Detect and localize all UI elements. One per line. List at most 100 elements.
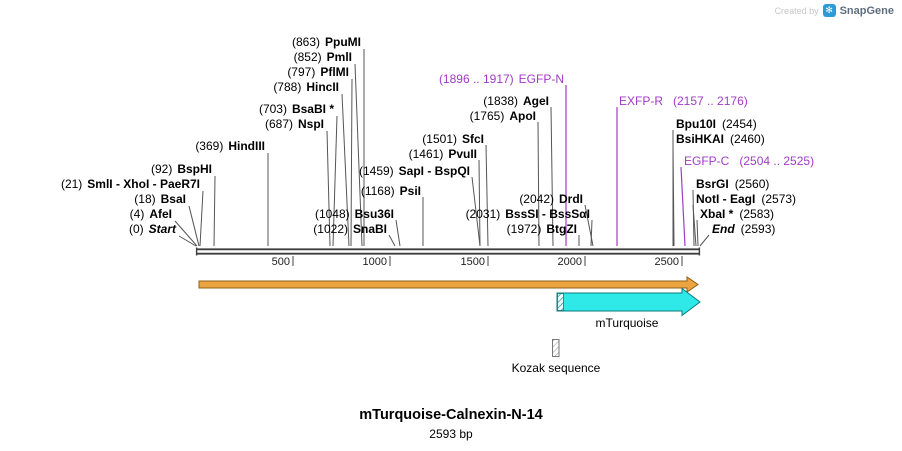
site-position: (21) [60, 177, 83, 191]
site-label-snabi: (1022) SnaBI [313, 222, 387, 236]
site-label-bsrgi: BsrGI (2560) [696, 177, 769, 191]
start-marker-label: (0) Start [129, 222, 176, 236]
enzyme-name: Bsu36I [354, 207, 394, 221]
enzyme-name: PvuII [448, 147, 477, 161]
site-position: (1972) [506, 222, 542, 236]
site-position: (852) [293, 50, 322, 64]
primer-label-egfp-c: EGFP-C (2504 .. 2525) [684, 154, 814, 168]
mturquoise-arrow [556, 287, 701, 317]
site-position: (687) [264, 117, 293, 131]
mturquoise-arrow-hatched-edge [557, 293, 564, 311]
site-label-pmli: (852) PmlI [294, 50, 352, 64]
marker-name: End [712, 222, 735, 236]
site-label-bsai: (18) BsaI [134, 192, 186, 206]
enzyme-name: ApoI [509, 109, 536, 123]
site-position: (1168) [360, 184, 395, 198]
enzyme-name: NspI [297, 117, 324, 131]
site-position: (0) [128, 222, 144, 236]
site-label-smli-xhoi-paer7i: (21) SmlI - XhoI - PaeR7I [61, 177, 200, 191]
site-label-xbai: XbaI * (2583) [700, 207, 774, 221]
site-position: (92) [150, 162, 173, 176]
site-label-sapi-bspqi: (1459) SapI - BspQI [359, 164, 470, 178]
watermark-created-by-text: Created by [774, 5, 819, 16]
enzyme-name: AgeI [522, 94, 549, 108]
ruler-ticks [292, 256, 683, 266]
site-label-ppumi: (863) PpuMI [292, 35, 361, 49]
site-label-bsabi: (703) BsaBI * [259, 102, 334, 116]
ruler-label-1500: 1500 [460, 256, 485, 268]
marker-name: Start [148, 222, 176, 236]
primer-range: (1896 .. 1917) [438, 72, 514, 86]
enzyme-name: BspHI [177, 162, 212, 176]
enzyme-name: NotI - EagI [696, 192, 756, 206]
site-label-btgzi: (1972) BtgZI [507, 222, 577, 236]
site-position: (2042) [519, 192, 554, 206]
site-position: (1459) [358, 164, 394, 178]
primer-range: (2504 .. 2525) [739, 154, 815, 168]
site-label-sfci: (1501) SfcI [422, 132, 484, 146]
site-position: (18) [134, 192, 156, 206]
site-label-drdi: (2042) DrdI [519, 192, 583, 206]
enzyme-name: PpuMI [325, 35, 361, 49]
enzyme-name: BssSI - BssSαI [505, 207, 590, 221]
site-label-hindiii: (369) HindIII [195, 139, 265, 153]
enzyme-name: AfeI [149, 207, 172, 221]
site-label-noti-eagi: NotI - EagI (2573) [696, 192, 796, 206]
snapgene-logo-icon: ✻ [822, 4, 836, 17]
enzyme-name: SnaBI [352, 222, 387, 236]
enzyme-name: Bpu10I [676, 117, 717, 131]
kozak-feature-label: Kozak sequence [511, 361, 601, 375]
site-label-nspi: (687) NspI [265, 117, 324, 131]
site-label-hincii: (788) HincII [273, 80, 339, 94]
site-position: (4) [129, 207, 145, 221]
site-label-pflmi: (797) PflMI [287, 65, 349, 79]
site-label-afei: (4) AfeI [130, 207, 172, 221]
site-label-agei: (1838) AgeI [483, 94, 549, 108]
enzyme-name: BsaBI * [291, 102, 334, 116]
orf-arrow [198, 276, 699, 293]
primer-range: (2157 .. 2176) [673, 94, 748, 108]
enzyme-name: SfcI [461, 132, 484, 146]
site-position: (797) [287, 65, 316, 79]
enzyme-name: HindIII [228, 139, 265, 153]
enzyme-name: PmlI [326, 50, 352, 64]
watermark-brand-text: SnapGene [839, 4, 894, 17]
enzyme-name: BtgZI [546, 222, 577, 236]
enzyme-name: HincII [306, 80, 339, 94]
ruler-label-2000: 2000 [557, 256, 582, 268]
site-position: (1838) [483, 94, 518, 108]
site-label-bpu10i: Bpu10I (2454) [676, 117, 757, 131]
site-label-apoi: (1765) ApoI [470, 109, 536, 123]
primer-connector-lines [565, 85, 686, 247]
site-position: (703) [258, 102, 287, 116]
site-label-bsphi: (92) BspHI [151, 162, 212, 176]
site-label-bsssi: (2031) BssSI - BssSαI [466, 207, 590, 221]
enzyme-name: SmlI - XhoI - PaeR7I [87, 177, 200, 191]
site-label-psii: (1168) PsiI [361, 184, 421, 198]
site-label-bsihkai: BsiHKAI (2460) [676, 132, 765, 146]
site-position: (1022) [313, 222, 348, 236]
site-label-bsu36i: (1048) Bsu36I [315, 207, 394, 221]
enzyme-name: BsaI [160, 192, 186, 206]
site-position: (369) [195, 139, 224, 153]
kozak-box [552, 339, 560, 357]
site-position: (2593) [740, 222, 776, 236]
enzyme-name: PflMI [320, 65, 349, 79]
primer-name: EGFP-N [518, 72, 564, 86]
map-length: 2593 bp [429, 427, 473, 441]
site-position: (863) [291, 35, 320, 49]
sequence-line [195, 247, 701, 256]
end-marker-label: End (2593) [712, 222, 775, 236]
site-position: (2031) [465, 207, 501, 221]
mturquoise-feature-label: mTurquoise [595, 316, 659, 330]
site-connector-lines [174, 49, 710, 247]
ruler-label-500: 500 [271, 256, 290, 268]
site-position: (2583) [739, 207, 775, 221]
site-position: (1501) [422, 132, 457, 146]
snapgene-watermark: Created by ✻ SnapGene [775, 4, 894, 17]
enzyme-name: SapI - BspQI [398, 164, 470, 178]
ruler-label-2500: 2500 [654, 256, 679, 268]
site-position: (1048) [314, 207, 350, 221]
